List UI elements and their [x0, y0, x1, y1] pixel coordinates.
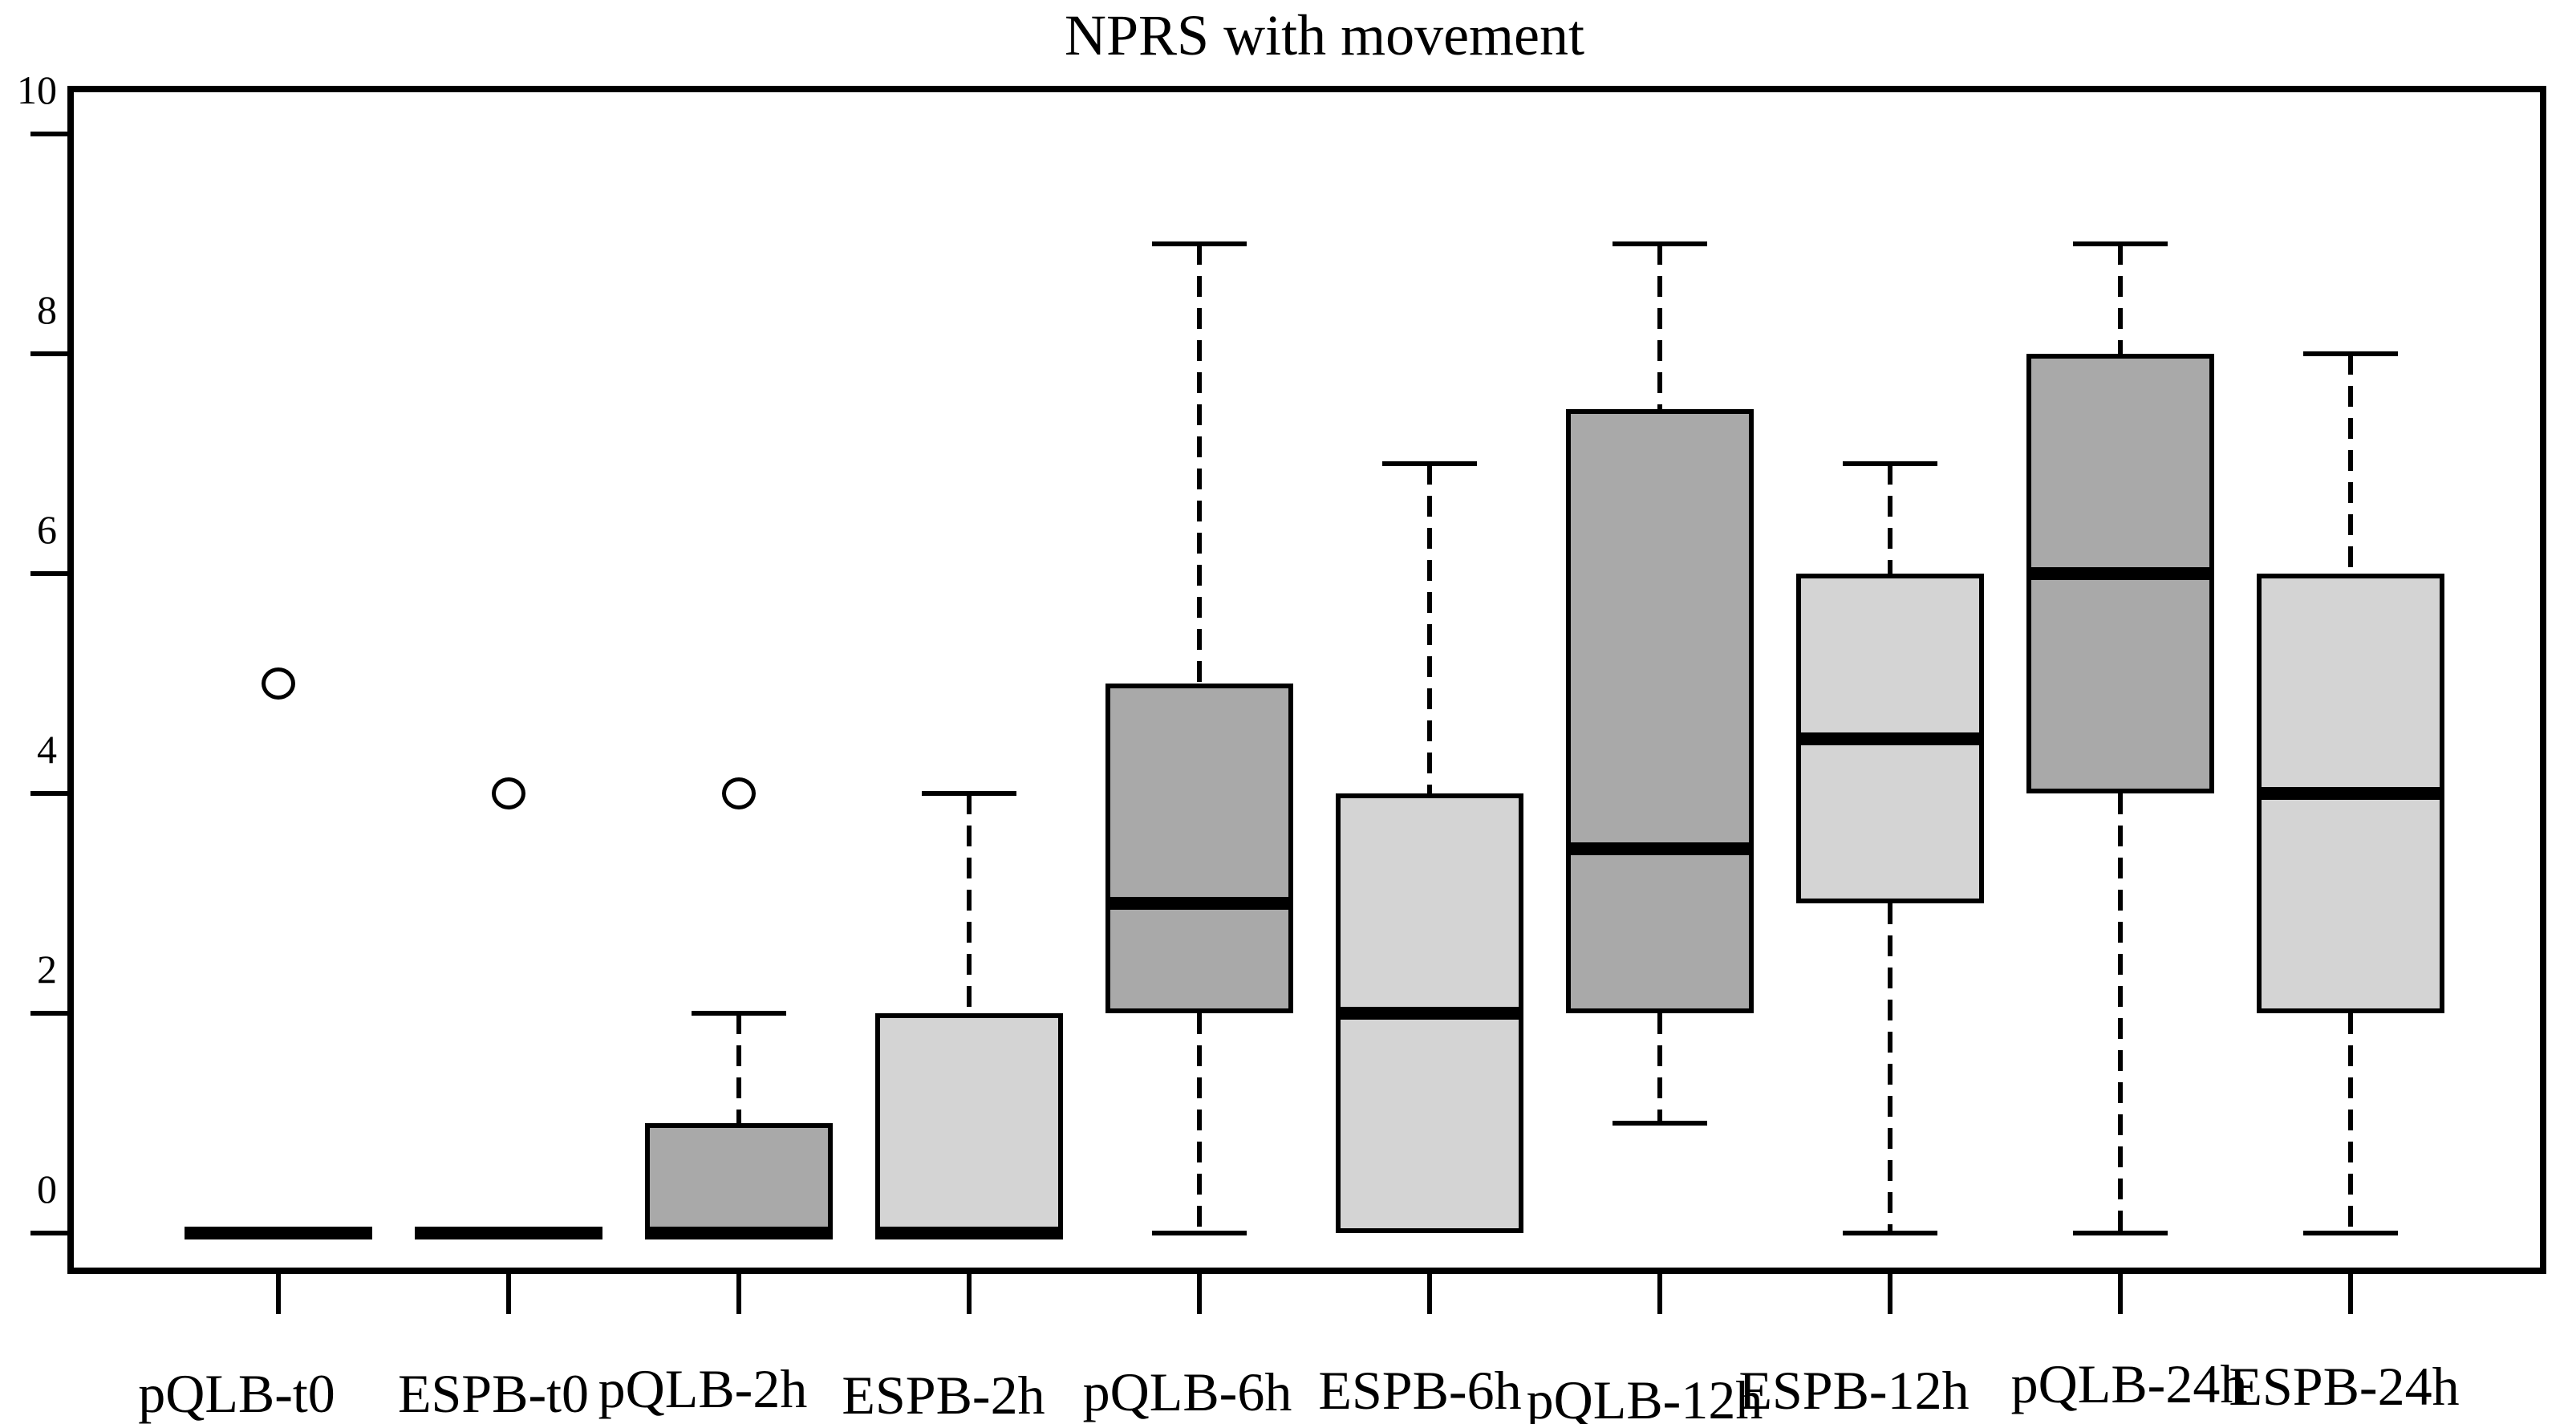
median-line-ESPB-12h — [1796, 732, 1984, 745]
lower-whisker-ESPB-12h — [1888, 903, 1892, 1233]
outlier-point-pQLB-2h-0 — [722, 777, 756, 809]
y-axis-tick-4 — [30, 791, 67, 796]
upper-whisker-cap-ESPB-2h — [922, 791, 1016, 796]
lower-whisker-cap-pQLB-24h — [2073, 1231, 2168, 1235]
x-axis-label-ESPB-12h: ESPB-12h — [1738, 1360, 1970, 1421]
upper-whisker-ESPB-2h — [967, 793, 972, 1013]
y-axis-tick-label-8: 8 — [37, 287, 57, 332]
x-axis-label-pQLB-12h: pQLB-12h — [1526, 1369, 1763, 1424]
x-axis-tick-pQLB-t0 — [276, 1274, 281, 1314]
x-axis-tick-ESPB-t0 — [506, 1274, 511, 1314]
median-line-ESPB-t0 — [415, 1227, 602, 1239]
x-axis-label-pQLB-2h: pQLB-2h — [598, 1358, 808, 1419]
y-axis-tick-label-6: 6 — [37, 507, 57, 552]
lower-whisker-pQLB-12h — [1657, 1013, 1662, 1123]
x-axis-tick-pQLB-2h — [736, 1274, 741, 1314]
lower-whisker-cap-pQLB-6h — [1152, 1231, 1247, 1235]
upper-whisker-pQLB-24h — [2118, 244, 2123, 354]
box-ESPB-2h — [875, 1013, 1063, 1233]
x-axis-tick-pQLB-24h — [2118, 1274, 2123, 1314]
x-axis-tick-ESPB-24h — [2348, 1274, 2353, 1314]
y-axis-tick-label-2: 2 — [37, 947, 57, 992]
upper-whisker-ESPB-6h — [1427, 464, 1432, 793]
x-axis-label-ESPB-6h: ESPB-6h — [1318, 1360, 1522, 1421]
outlier-point-pQLB-t0-0 — [262, 667, 295, 700]
y-axis-tick-2 — [30, 1011, 67, 1016]
upper-whisker-pQLB-6h — [1197, 244, 1202, 684]
box-pQLB-2h — [645, 1123, 833, 1233]
x-axis-tick-ESPB-12h — [1888, 1274, 1892, 1314]
x-axis-tick-pQLB-12h — [1657, 1274, 1662, 1314]
y-axis-tick-10 — [30, 132, 67, 136]
upper-whisker-cap-ESPB-6h — [1382, 461, 1477, 466]
upper-whisker-cap-pQLB-12h — [1613, 241, 1707, 246]
lower-whisker-cap-ESPB-12h — [1843, 1231, 1937, 1235]
x-axis-label-pQLB-t0: pQLB-t0 — [138, 1363, 335, 1424]
x-axis-label-ESPB-t0: ESPB-t0 — [397, 1363, 590, 1424]
median-line-pQLB-24h — [2026, 567, 2214, 580]
y-axis-tick-8 — [30, 351, 67, 356]
median-line-pQLB-2h — [645, 1227, 833, 1239]
lower-whisker-pQLB-24h — [2118, 793, 2123, 1233]
median-line-pQLB-6h — [1105, 897, 1293, 910]
upper-whisker-ESPB-12h — [1888, 464, 1892, 574]
median-line-ESPB-2h — [875, 1227, 1063, 1239]
x-axis-tick-ESPB-2h — [967, 1274, 972, 1314]
x-axis-tick-ESPB-6h — [1427, 1274, 1432, 1314]
median-line-ESPB-24h — [2257, 787, 2444, 800]
median-line-pQLB-12h — [1566, 842, 1754, 855]
x-axis-label-ESPB-24h: ESPB-24h — [2229, 1356, 2460, 1417]
lower-whisker-ESPB-24h — [2348, 1013, 2353, 1233]
x-axis-tick-pQLB-6h — [1197, 1274, 1202, 1314]
y-axis-tick-0 — [30, 1231, 67, 1235]
chart-title: NPRS with movement — [1064, 3, 1585, 67]
median-line-pQLB-t0 — [185, 1227, 372, 1239]
lower-whisker-pQLB-6h — [1197, 1013, 1202, 1233]
x-axis-label-pQLB-6h: pQLB-6h — [1082, 1361, 1292, 1422]
upper-whisker-pQLB-2h — [736, 1013, 741, 1123]
y-axis-tick-label-4: 4 — [37, 727, 57, 772]
upper-whisker-cap-ESPB-24h — [2303, 351, 2398, 356]
y-axis-tick-label-10: 10 — [17, 67, 57, 112]
upper-whisker-ESPB-24h — [2348, 354, 2353, 574]
upper-whisker-cap-pQLB-6h — [1152, 241, 1247, 246]
y-axis-tick-label-0: 0 — [37, 1166, 57, 1211]
box-pQLB-12h — [1566, 408, 1754, 1013]
median-line-ESPB-6h — [1336, 1007, 1523, 1020]
upper-whisker-pQLB-12h — [1657, 244, 1662, 409]
box-pQLB-6h — [1105, 684, 1293, 1013]
x-axis-label-ESPB-2h: ESPB-2h — [842, 1365, 1045, 1424]
upper-whisker-cap-pQLB-24h — [2073, 241, 2168, 246]
y-axis-tick-6 — [30, 571, 67, 576]
outlier-point-ESPB-t0-0 — [492, 777, 525, 809]
upper-whisker-cap-ESPB-12h — [1843, 461, 1937, 466]
upper-whisker-cap-pQLB-2h — [692, 1011, 786, 1016]
lower-whisker-cap-ESPB-24h — [2303, 1231, 2398, 1235]
lower-whisker-cap-pQLB-12h — [1613, 1121, 1707, 1126]
x-axis-label-pQLB-24h: pQLB-24h — [2010, 1353, 2248, 1414]
